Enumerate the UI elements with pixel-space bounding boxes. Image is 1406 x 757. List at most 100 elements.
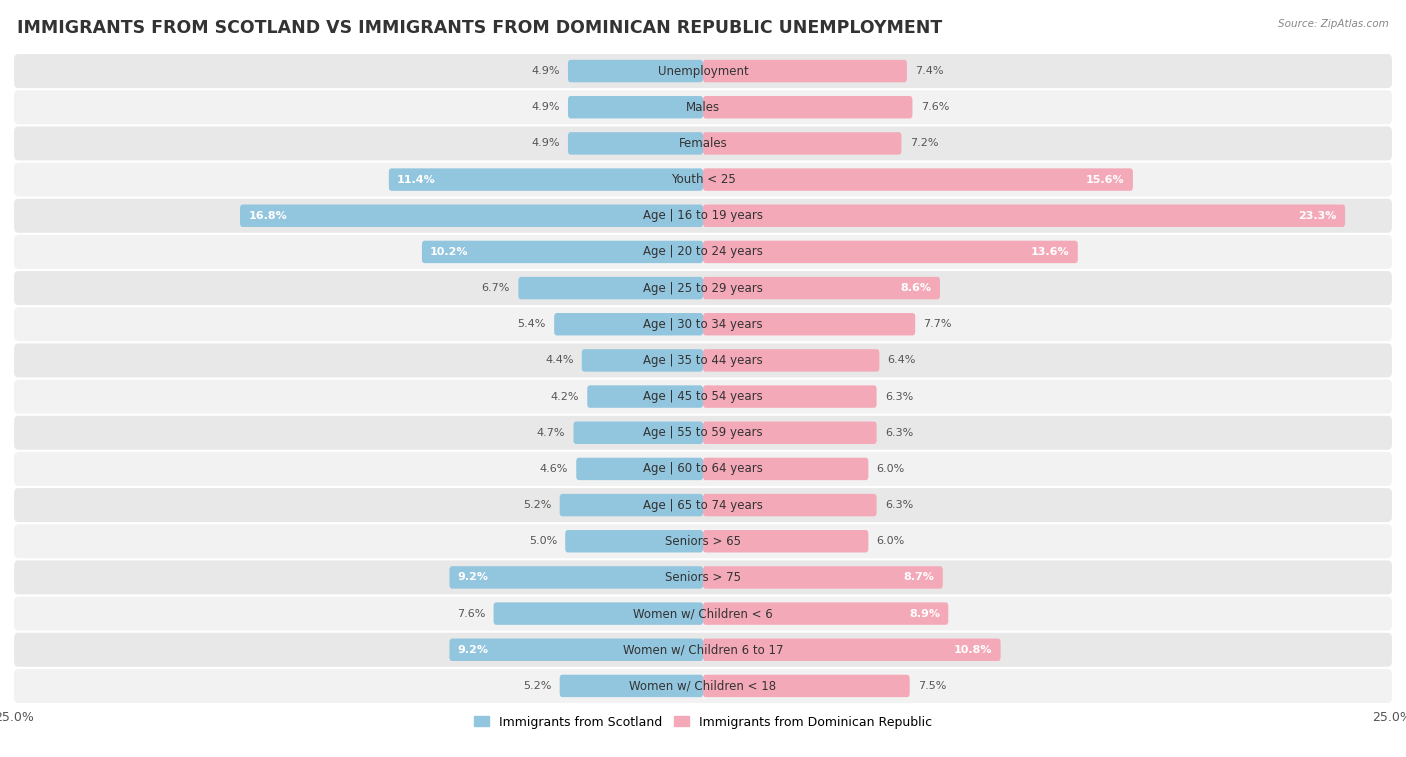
Legend: Immigrants from Scotland, Immigrants from Dominican Republic: Immigrants from Scotland, Immigrants fro… (468, 711, 938, 734)
Text: Youth < 25: Youth < 25 (671, 173, 735, 186)
FancyBboxPatch shape (582, 349, 703, 372)
FancyBboxPatch shape (703, 674, 910, 697)
FancyBboxPatch shape (588, 385, 703, 408)
Text: Females: Females (679, 137, 727, 150)
FancyBboxPatch shape (703, 530, 869, 553)
Text: 4.6%: 4.6% (540, 464, 568, 474)
FancyBboxPatch shape (703, 168, 1133, 191)
FancyBboxPatch shape (703, 349, 879, 372)
Text: 6.7%: 6.7% (482, 283, 510, 293)
FancyBboxPatch shape (14, 525, 1392, 558)
FancyBboxPatch shape (14, 452, 1392, 486)
FancyBboxPatch shape (14, 235, 1392, 269)
Text: 4.9%: 4.9% (531, 66, 560, 76)
FancyBboxPatch shape (494, 603, 703, 625)
Text: 7.7%: 7.7% (924, 319, 952, 329)
Text: 9.2%: 9.2% (458, 572, 489, 582)
Text: IMMIGRANTS FROM SCOTLAND VS IMMIGRANTS FROM DOMINICAN REPUBLIC UNEMPLOYMENT: IMMIGRANTS FROM SCOTLAND VS IMMIGRANTS F… (17, 19, 942, 37)
Text: 6.0%: 6.0% (876, 464, 905, 474)
Text: 7.4%: 7.4% (915, 66, 943, 76)
FancyBboxPatch shape (14, 199, 1392, 232)
FancyBboxPatch shape (422, 241, 703, 263)
Text: 6.4%: 6.4% (887, 356, 917, 366)
Text: Women w/ Children < 18: Women w/ Children < 18 (630, 680, 776, 693)
FancyBboxPatch shape (14, 669, 1392, 703)
FancyBboxPatch shape (519, 277, 703, 299)
Text: Age | 60 to 64 years: Age | 60 to 64 years (643, 463, 763, 475)
FancyBboxPatch shape (574, 422, 703, 444)
Text: 5.0%: 5.0% (529, 536, 557, 547)
FancyBboxPatch shape (450, 566, 703, 589)
Text: 4.9%: 4.9% (531, 139, 560, 148)
Text: Age | 16 to 19 years: Age | 16 to 19 years (643, 209, 763, 223)
Text: 4.7%: 4.7% (537, 428, 565, 438)
FancyBboxPatch shape (14, 416, 1392, 450)
Text: Seniors > 65: Seniors > 65 (665, 534, 741, 548)
FancyBboxPatch shape (14, 488, 1392, 522)
FancyBboxPatch shape (14, 90, 1392, 124)
Text: 4.4%: 4.4% (546, 356, 574, 366)
FancyBboxPatch shape (703, 639, 1001, 661)
FancyBboxPatch shape (240, 204, 703, 227)
FancyBboxPatch shape (554, 313, 703, 335)
Text: 7.2%: 7.2% (910, 139, 938, 148)
FancyBboxPatch shape (14, 54, 1392, 88)
Text: Women w/ Children 6 to 17: Women w/ Children 6 to 17 (623, 643, 783, 656)
FancyBboxPatch shape (703, 313, 915, 335)
FancyBboxPatch shape (14, 126, 1392, 160)
FancyBboxPatch shape (703, 494, 876, 516)
FancyBboxPatch shape (703, 241, 1078, 263)
Text: 7.6%: 7.6% (921, 102, 949, 112)
FancyBboxPatch shape (568, 60, 703, 83)
Text: Age | 55 to 59 years: Age | 55 to 59 years (643, 426, 763, 439)
Text: 9.2%: 9.2% (458, 645, 489, 655)
Text: Age | 35 to 44 years: Age | 35 to 44 years (643, 354, 763, 367)
Text: 7.6%: 7.6% (457, 609, 485, 618)
FancyBboxPatch shape (703, 132, 901, 154)
Text: Women w/ Children < 6: Women w/ Children < 6 (633, 607, 773, 620)
FancyBboxPatch shape (14, 560, 1392, 594)
FancyBboxPatch shape (576, 458, 703, 480)
FancyBboxPatch shape (14, 271, 1392, 305)
FancyBboxPatch shape (703, 603, 948, 625)
Text: Seniors > 75: Seniors > 75 (665, 571, 741, 584)
Text: 8.9%: 8.9% (910, 609, 941, 618)
Text: 4.9%: 4.9% (531, 102, 560, 112)
Text: 13.6%: 13.6% (1031, 247, 1070, 257)
FancyBboxPatch shape (14, 633, 1392, 667)
FancyBboxPatch shape (14, 379, 1392, 413)
FancyBboxPatch shape (14, 344, 1392, 378)
Text: 4.2%: 4.2% (551, 391, 579, 401)
FancyBboxPatch shape (703, 385, 876, 408)
Text: 5.4%: 5.4% (517, 319, 546, 329)
FancyBboxPatch shape (450, 639, 703, 661)
Text: 23.3%: 23.3% (1299, 210, 1337, 221)
FancyBboxPatch shape (568, 132, 703, 154)
FancyBboxPatch shape (703, 96, 912, 118)
Text: 10.2%: 10.2% (430, 247, 468, 257)
Text: 8.6%: 8.6% (901, 283, 932, 293)
Text: 6.0%: 6.0% (876, 536, 905, 547)
Text: Age | 20 to 24 years: Age | 20 to 24 years (643, 245, 763, 258)
FancyBboxPatch shape (703, 422, 876, 444)
Text: Age | 30 to 34 years: Age | 30 to 34 years (643, 318, 763, 331)
Text: 6.3%: 6.3% (884, 428, 912, 438)
FancyBboxPatch shape (389, 168, 703, 191)
Text: Age | 65 to 74 years: Age | 65 to 74 years (643, 499, 763, 512)
FancyBboxPatch shape (703, 566, 943, 589)
Text: 10.8%: 10.8% (953, 645, 993, 655)
Text: Source: ZipAtlas.com: Source: ZipAtlas.com (1278, 19, 1389, 29)
Text: 8.7%: 8.7% (904, 572, 935, 582)
FancyBboxPatch shape (703, 458, 869, 480)
FancyBboxPatch shape (703, 277, 941, 299)
FancyBboxPatch shape (14, 597, 1392, 631)
FancyBboxPatch shape (703, 60, 907, 83)
FancyBboxPatch shape (703, 204, 1346, 227)
FancyBboxPatch shape (565, 530, 703, 553)
Text: 6.3%: 6.3% (884, 391, 912, 401)
Text: Males: Males (686, 101, 720, 114)
Text: 5.2%: 5.2% (523, 681, 551, 691)
FancyBboxPatch shape (560, 494, 703, 516)
Text: Age | 25 to 29 years: Age | 25 to 29 years (643, 282, 763, 294)
Text: 6.3%: 6.3% (884, 500, 912, 510)
